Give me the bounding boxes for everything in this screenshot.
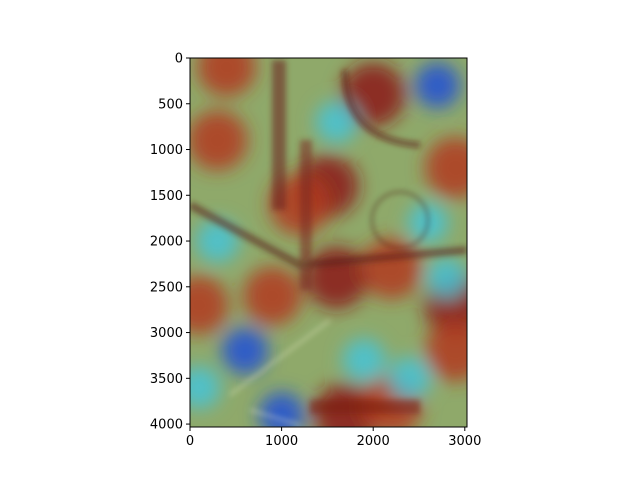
y-tick-label: 2500 xyxy=(150,280,183,295)
x-tick-label: 3000 xyxy=(448,434,481,449)
heatmap-image xyxy=(190,58,467,427)
y-tick-label: 500 xyxy=(158,97,183,112)
y-tick-label: 1000 xyxy=(150,143,183,158)
y-tick-label: 3000 xyxy=(150,326,183,341)
coldspot-2 xyxy=(342,338,386,382)
x-tick-label: 2000 xyxy=(357,434,390,449)
y-tick-label: 3500 xyxy=(150,372,183,387)
photo-structure xyxy=(190,60,467,426)
y-axis: 0 500 1000 1500 2000 2500 3000 3500 4000 xyxy=(150,52,190,433)
hotspot-11 xyxy=(190,275,229,335)
hotspot-4 xyxy=(190,110,248,171)
y-tick-label: 2000 xyxy=(150,235,183,250)
hotspot-3 xyxy=(425,137,467,199)
x-tick-label: 1000 xyxy=(265,434,298,449)
coldspot-9 xyxy=(190,365,221,410)
plot-frame xyxy=(189,57,468,428)
x-tick-label: 0 xyxy=(186,434,194,449)
coldspot-5 xyxy=(414,62,461,109)
coldspot-1 xyxy=(258,392,305,427)
coldspot-0 xyxy=(221,327,269,375)
y-tick-label: 1500 xyxy=(150,189,183,204)
y-tick-label: 0 xyxy=(175,52,183,67)
hotspot-12 xyxy=(243,266,302,326)
hotspot-13 xyxy=(197,58,256,97)
coldspot-3 xyxy=(388,356,432,400)
hotspot-8 xyxy=(425,320,467,382)
coldspot-8 xyxy=(426,257,467,299)
y-tick-label: 4000 xyxy=(150,418,183,433)
x-axis: 0 1000 2000 3000 xyxy=(186,427,481,449)
coldspot-4 xyxy=(315,101,358,144)
